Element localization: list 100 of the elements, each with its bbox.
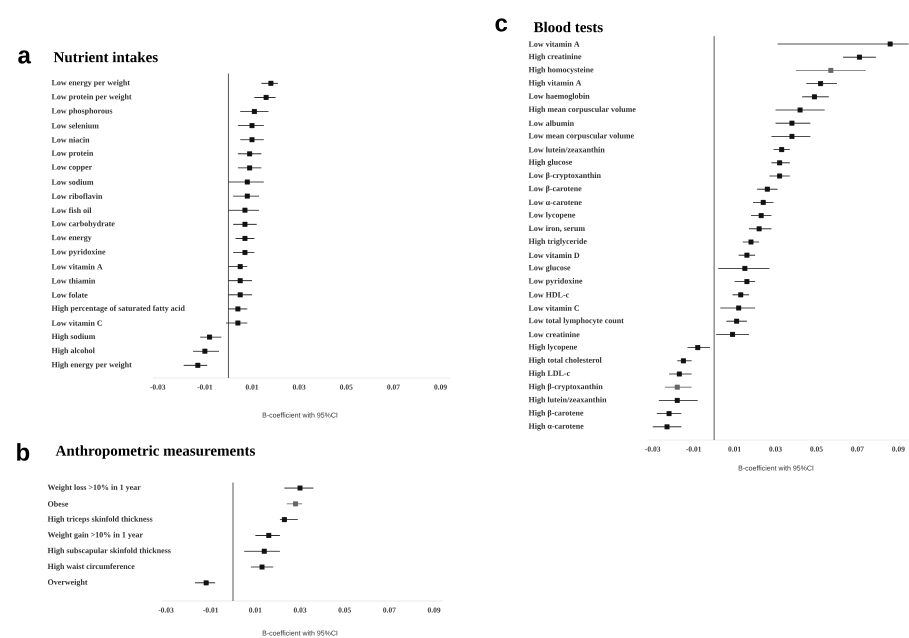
y-tick-label: Low iron, serum [528,225,585,232]
y-tick-label: Low total lymphocyte count [528,318,624,325]
chart-title: Nutrient intakes [54,52,158,62]
y-tick-label: Low haemoglobin [528,93,590,100]
y-tick-label: Low sodium [52,179,94,185]
y-tick-label: Low albumin [528,120,574,126]
point [758,213,764,218]
y-tick-label: Overweight [48,579,88,586]
point [242,250,248,256]
y-tick-label: High lutein/zeaxanthin [528,396,606,404]
text: a [18,50,32,64]
point [738,292,744,298]
point [252,109,257,114]
y-tick-label: Low protein per weight [52,94,132,102]
point [268,80,274,86]
point [674,398,680,403]
y-tick-label: High energy per weight [52,362,132,369]
point [282,517,287,522]
point [238,264,243,270]
point [777,174,782,178]
text: b [17,443,30,461]
y-tick-label: High creatinine [528,54,582,61]
y-tick-label: High vitamin A [528,80,582,88]
y-tick-label: High waist circumference [48,563,135,571]
y-tick-label: Low lycopene [528,212,576,220]
y-tick-label: Low phosphorous [52,108,112,116]
y-tick-label: Low creatinine [528,332,580,338]
y-tick-label: Low vitamin A [528,41,580,47]
point [798,108,803,112]
point [764,186,770,192]
point [247,151,252,156]
point [744,252,750,258]
point [789,134,794,139]
point [744,279,750,284]
y-tick-label: Low β-carotene [528,186,582,193]
point [298,486,303,491]
y-tick-label: High glucose [528,159,572,166]
y-tick-label: High LDL-c [528,370,570,378]
y-tick-label: Low glucose [528,264,570,272]
y-tick-label: High total cholesterol [528,357,602,364]
point [262,548,267,554]
y-tick-label: Low lutein/zeaxanthin [528,146,605,152]
y-tick-label: Low HDL-c [528,292,569,298]
point [856,54,862,60]
point [244,194,250,199]
point [680,358,686,364]
point [238,278,243,284]
y-tick-label: Low fish oil [52,207,92,214]
y-tick-label: Low niacin [52,136,90,143]
y-tick-label: Low α-carotene [528,200,582,206]
y-tick-label: Weight loss >10% in 1 year [48,484,141,492]
point [812,94,817,100]
point [264,94,269,100]
y-tick-label: High subscapular skinfold thickness [48,548,171,555]
y-tick-label: Low vitamin C [528,305,580,311]
y-tick-label: High alcohol [52,348,95,355]
chart-title: Blood tests [534,22,603,32]
point [250,137,255,142]
y-tick-label: Low riboflavin [52,193,102,199]
point [756,226,762,232]
point [666,411,672,416]
y-tick-label: High α-carotene [528,423,584,430]
point [250,123,255,128]
y-tick-label: High lycopene [528,344,577,352]
point [242,236,248,241]
y-tick-label: Low carbohydrate [52,220,115,228]
point [242,208,248,213]
y-tick-label: Low vitamin C [52,320,102,326]
text: c [495,18,508,32]
y-tick-label: High β-carotene [528,410,584,418]
point [789,120,794,126]
point [235,306,240,312]
y-tick-label: High sodium [52,333,96,341]
y-tick-label: Low selenium [52,122,99,128]
point [779,147,784,152]
point [238,292,243,298]
y-tick-label: High triglyceride [528,238,587,246]
y-tick-label: Low pyridoxine [528,278,582,286]
y-tick-label: Low vitamin D [528,252,580,258]
point [748,240,754,244]
point [674,384,680,390]
chart-title: Anthropometric measurements [56,445,256,459]
point [736,306,742,310]
point [695,345,700,350]
y-tick-label: Low mean corpuscular volume [528,132,634,140]
y-tick-label: Low pyridoxine [52,248,106,256]
point [202,348,208,354]
y-tick-label: Low energy per weight [52,80,130,87]
y-tick-label: High percentage of saturated fatty acid [52,305,185,313]
y-tick-label: Low copper [52,164,92,172]
point [888,42,893,46]
point [730,332,736,337]
y-tick-label: Low vitamin A [52,264,103,270]
point [828,68,834,73]
y-tick-label: High mean corpuscular volume [528,106,636,114]
y-tick-label: Weight gain >10% in 1 year [48,532,143,540]
y-tick-label: High β-cryptoxanthin [528,384,603,391]
y-tick-label: Obese [48,501,68,507]
point [260,564,265,570]
point [818,81,824,86]
